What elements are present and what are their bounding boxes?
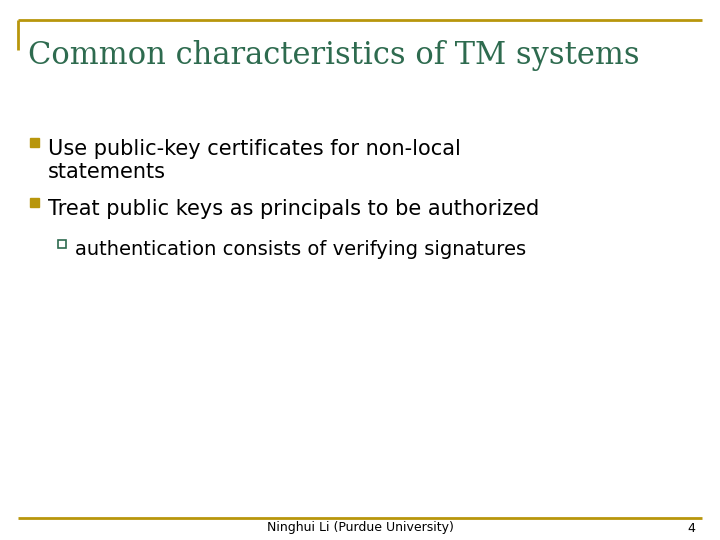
Bar [30,198,39,207]
Text: Common characteristics of TM systems: Common characteristics of TM systems [28,40,639,71]
Text: statements: statements [48,162,166,182]
Text: authentication consists of verifying signatures: authentication consists of verifying sig… [75,240,526,259]
Bar [58,240,66,248]
Bar [30,138,39,147]
Text: 4: 4 [687,522,695,535]
Text: Treat public keys as principals to be authorized: Treat public keys as principals to be au… [48,199,539,219]
Text: Use public-key certificates for non-local: Use public-key certificates for non-loca… [48,139,461,159]
Text: Ninghui Li (Purdue University): Ninghui Li (Purdue University) [266,522,454,535]
